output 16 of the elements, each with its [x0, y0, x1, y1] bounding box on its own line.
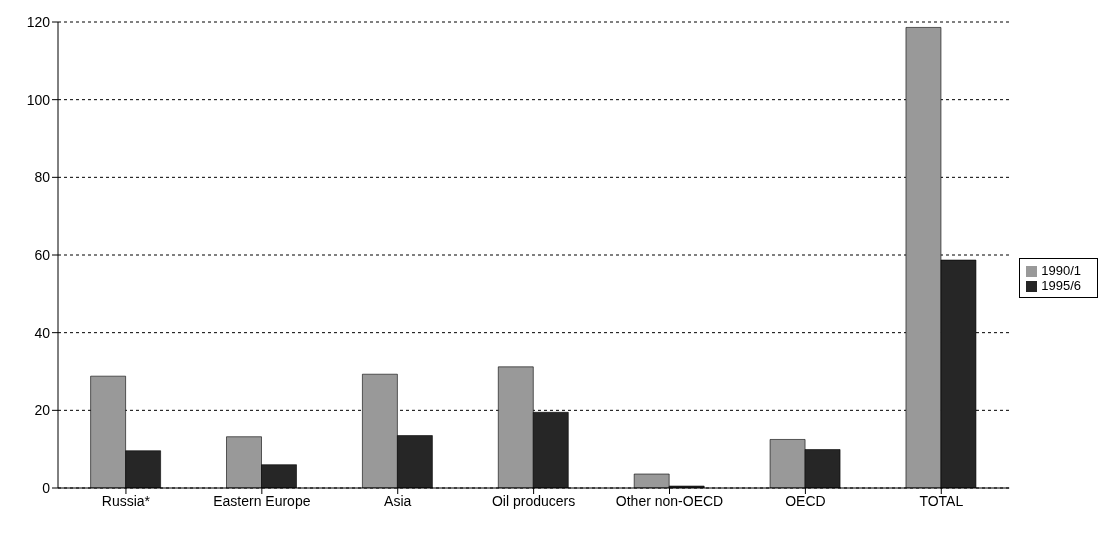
- y-tick-label: 60: [34, 246, 51, 263]
- y-tick-label: 120: [26, 13, 51, 30]
- y-tick-label: 20: [34, 402, 51, 419]
- y-tick-label: 100: [26, 91, 51, 108]
- y-tick-label: 80: [34, 169, 51, 186]
- legend-label: 1995/6: [1041, 278, 1081, 293]
- y-tick-label: 40: [34, 324, 51, 341]
- legend-label: 1990/1: [1041, 263, 1081, 278]
- x-tick-label: TOTAL: [919, 492, 964, 509]
- x-tick-label: Russia*: [101, 492, 151, 509]
- x-tick-label: Asia: [384, 492, 412, 509]
- x-tick-label: OECD: [785, 492, 826, 509]
- x-tick-label: Other non-OECD: [615, 492, 724, 509]
- x-tick-label: Oil producers: [491, 492, 576, 509]
- x-tick-label: Eastern Europe: [213, 492, 311, 509]
- y-tick-label: 0: [42, 479, 51, 496]
